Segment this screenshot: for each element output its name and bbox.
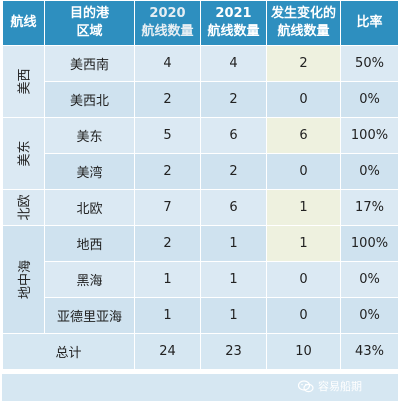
dest-cell: 亚德里亚海 xyxy=(44,297,135,334)
table-footer-band xyxy=(2,373,398,401)
header-2021-label: 航线数量 xyxy=(207,24,260,39)
total-row: 总计 24 23 10 43% xyxy=(2,333,399,370)
table-row: 美湾 2 2 0 0% xyxy=(3,153,399,190)
ratio-cell: 100% xyxy=(340,225,399,262)
changed-cell: 0 xyxy=(266,261,341,298)
y2020-cell: 4 xyxy=(134,45,201,82)
changed-cell: 0 xyxy=(266,81,341,118)
dest-cell: 美西北 xyxy=(44,81,135,118)
header-2020-label: 航线数量 xyxy=(141,24,194,39)
route-table: 航线 目的港 区域 2020 航线数量 2021 航线数量 发生变化的 航线数量… xyxy=(2,0,399,370)
y2020-cell: 1 xyxy=(134,297,201,334)
ratio-cell: 17% xyxy=(340,189,399,226)
y2020-cell: 7 xyxy=(134,189,201,226)
ratio-cell: 0% xyxy=(340,81,399,118)
dest-cell: 地西 xyxy=(44,225,135,262)
dest-cell: 黑海 xyxy=(44,261,135,298)
y2021-cell: 6 xyxy=(200,117,267,154)
header-ratio: 比率 xyxy=(340,0,399,46)
y2020-cell: 2 xyxy=(134,225,201,262)
region-cell: 美东 xyxy=(2,117,45,190)
header-destination-line1: 目的港 xyxy=(69,6,109,21)
header-destination-line2: 区域 xyxy=(76,24,103,39)
dest-cell: 北欧 xyxy=(44,189,135,226)
dest-cell: 美西南 xyxy=(44,45,135,82)
region-cell: 美西 xyxy=(2,45,45,118)
ratio-cell: 0% xyxy=(340,261,399,298)
changed-cell: 6 xyxy=(266,117,341,154)
total-label: 总计 xyxy=(2,333,135,370)
ratio-cell: 100% xyxy=(340,117,399,154)
watermark: 容易船期 xyxy=(298,378,362,394)
table-row: 美西 美西南 4 4 2 50% xyxy=(2,45,399,118)
total-2020: 24 xyxy=(134,333,201,370)
header-changed-line1: 发生变化的 xyxy=(270,6,336,21)
y2021-cell: 6 xyxy=(200,189,267,226)
dest-cell: 美湾 xyxy=(44,153,135,190)
y2021-cell: 4 xyxy=(200,45,267,82)
changed-cell: 2 xyxy=(266,45,341,82)
y2020-cell: 2 xyxy=(134,153,201,190)
ratio-cell: 0% xyxy=(340,153,399,190)
dest-cell: 美东 xyxy=(44,117,135,154)
table-row: 黑海 1 1 0 0% xyxy=(3,261,399,298)
total-ratio: 43% xyxy=(340,333,399,370)
header-2021: 2021 航线数量 xyxy=(200,0,267,46)
y2020-cell: 5 xyxy=(134,117,201,154)
total-changed: 10 xyxy=(266,333,341,370)
ratio-cell: 0% xyxy=(340,297,399,334)
y2021-cell: 1 xyxy=(200,297,267,334)
changed-cell: 0 xyxy=(266,297,341,334)
y2020-cell: 2 xyxy=(134,81,201,118)
watermark-text: 容易船期 xyxy=(318,380,362,393)
y2021-cell: 1 xyxy=(200,261,267,298)
header-route: 航线 xyxy=(2,0,45,46)
header-2021-year: 2021 xyxy=(215,6,252,21)
ratio-cell: 50% xyxy=(340,45,399,82)
y2020-cell: 1 xyxy=(134,261,201,298)
changed-cell: 0 xyxy=(266,153,341,190)
table-row: 地中海 地西 2 1 1 100% xyxy=(2,225,399,334)
region-cell: 北欧 xyxy=(2,189,45,226)
header-2020-year: 2020 xyxy=(149,6,186,21)
header-changed: 发生变化的 航线数量 xyxy=(266,0,341,46)
table-row: 美西北 2 2 0 0% xyxy=(3,81,399,118)
table-row: 北欧 北欧 7 6 1 17% xyxy=(2,189,399,226)
table-row: 美东 美东 5 6 6 100% xyxy=(2,117,399,190)
changed-cell: 1 xyxy=(266,225,341,262)
total-2021: 23 xyxy=(200,333,267,370)
region-cell: 地中海 xyxy=(2,225,45,334)
y2021-cell: 1 xyxy=(200,225,267,262)
header-destination: 目的港 区域 xyxy=(44,0,135,46)
y2021-cell: 2 xyxy=(200,81,267,118)
header-2020: 2020 航线数量 xyxy=(134,0,201,46)
table-row: 亚德里亚海 1 1 0 0% xyxy=(3,297,399,334)
y2021-cell: 2 xyxy=(200,153,267,190)
changed-cell: 1 xyxy=(266,189,341,226)
header-changed-line2: 航线数量 xyxy=(277,24,330,39)
wechat-icon xyxy=(298,379,314,392)
